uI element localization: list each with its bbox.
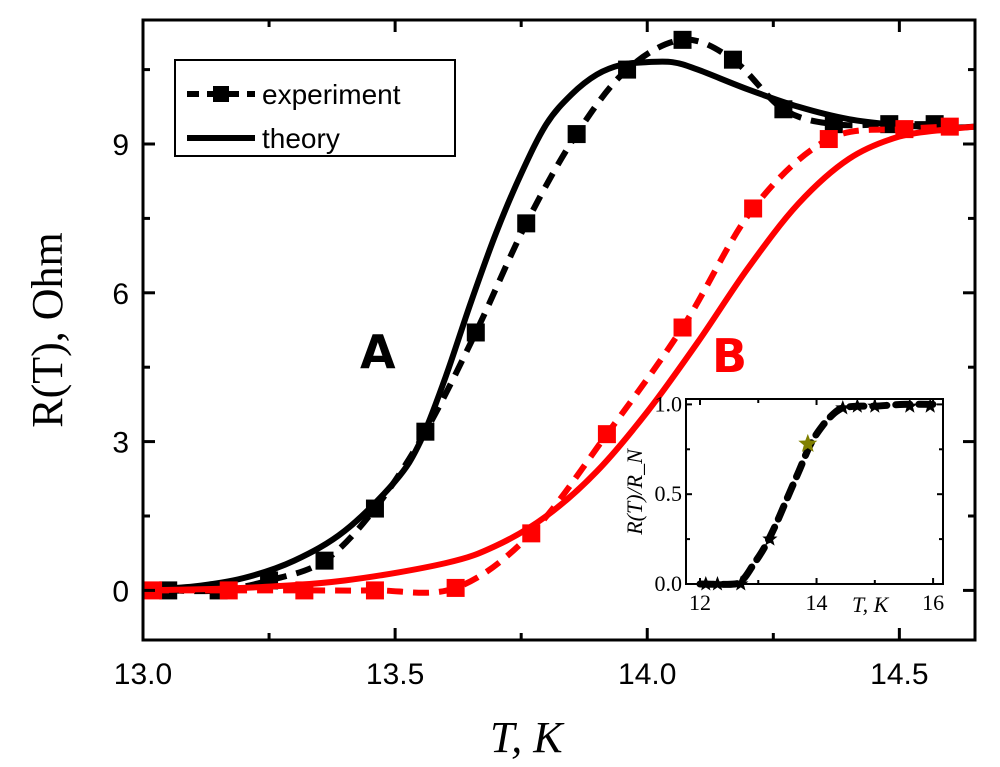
inset-x-tick-label: 12	[689, 590, 711, 615]
inset-y-tick-label: 0.0	[655, 571, 683, 596]
main-plot-marks	[142, 30, 976, 600]
y-tick-label: 0	[112, 575, 129, 608]
inset-y-axis-title: R(T)/R_N	[622, 448, 647, 536]
inset-chart: 12 14 16 0.0 0.5 1.0 T, K R(T)/R_N	[622, 391, 944, 617]
experiment-A-point	[315, 551, 334, 570]
inset-x-axis-title: T, K	[852, 592, 890, 617]
inset-background	[686, 399, 943, 584]
x-tick-label: 13.5	[366, 658, 424, 691]
inset-highlight-star	[798, 433, 818, 452]
inset-frame	[685, 398, 944, 585]
y-tick-label: 3	[112, 427, 129, 460]
experiment-A-point	[673, 30, 692, 49]
experiment-A-point	[517, 214, 536, 233]
legend-experiment-square	[213, 86, 229, 102]
y-tick-label: 6	[112, 278, 129, 311]
x-tick-label: 14.0	[618, 658, 676, 691]
curve-label-b: B	[712, 329, 747, 383]
experiment-B-point	[365, 581, 384, 600]
inset-star-point	[762, 531, 778, 546]
inset-y-tick-label: 0.5	[655, 481, 683, 506]
y-axis-title: R(T), Ohm	[23, 232, 72, 428]
theory-A-line	[142, 58, 976, 593]
main-axis-ticks: 13.0 13.5 14.0 14.5 0 3 6 9	[112, 20, 975, 691]
inset-star-point	[835, 400, 851, 415]
experiment-B-point	[819, 130, 838, 149]
theory-B-line	[142, 123, 976, 594]
inset-axis-ticks: 12 14 16 0.0 0.5 1.0	[655, 391, 945, 615]
experiment-A-point	[466, 323, 485, 342]
experiment-A-point	[723, 50, 742, 69]
experiment-B-point	[673, 318, 692, 337]
experiment-B-point	[744, 199, 763, 218]
curve-label-a: A	[360, 325, 396, 379]
x-tick-label: 14.5	[870, 658, 928, 691]
y-tick-label: 9	[112, 129, 129, 162]
legend: experiment theory	[174, 59, 456, 157]
x-axis-title: T, K	[490, 713, 565, 762]
plot-frame	[141, 18, 977, 642]
experiment-B-point	[597, 425, 616, 444]
legend-experiment-label: experiment	[262, 79, 401, 110]
experiment-A-point	[567, 125, 586, 144]
legend-theory-label: theory	[262, 123, 340, 154]
inset-star-point	[902, 398, 918, 413]
experiment-B-point	[446, 578, 465, 597]
inset-x-tick-label: 16	[922, 590, 944, 615]
inset-star-point	[922, 398, 938, 413]
x-tick-label: 13.0	[114, 658, 172, 691]
inset-star-point	[867, 398, 883, 413]
inset-star-point	[849, 398, 865, 413]
inset-x-tick-label: 14	[806, 590, 828, 615]
inset-y-tick-label: 1.0	[655, 391, 683, 416]
inset-curve	[696, 400, 943, 588]
